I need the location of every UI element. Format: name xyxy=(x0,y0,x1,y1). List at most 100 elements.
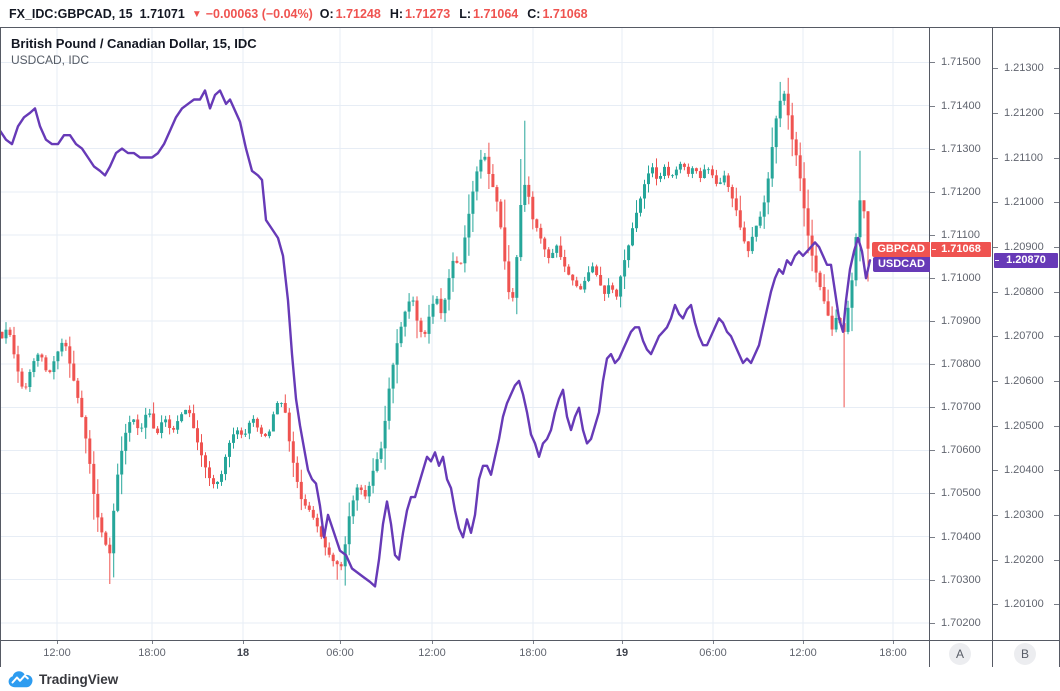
price-tick-label: 1.70500 xyxy=(941,487,981,499)
price-chart-canvas[interactable] xyxy=(0,28,930,640)
price-tick-mark xyxy=(993,292,998,293)
price-tick-label: 1.21200 xyxy=(1004,107,1044,119)
time-tick-label: 12:00 xyxy=(789,647,817,659)
time-tick-label: 18 xyxy=(236,647,250,659)
tradingview-logo-icon xyxy=(8,670,33,687)
symbol-title: FX_IDC:GBPCAD, 15 xyxy=(9,7,133,21)
high-label: H: xyxy=(389,7,404,21)
price-tick-mark xyxy=(993,426,998,427)
time-tick-mark xyxy=(893,640,894,644)
frame-border-left xyxy=(0,27,1,668)
chart-plot-area[interactable] xyxy=(0,28,930,640)
price-tick-mark xyxy=(1054,68,1059,69)
time-tick-mark xyxy=(622,640,623,644)
price-tick-label: 1.71400 xyxy=(941,100,981,112)
time-tick-mark xyxy=(533,640,534,644)
low-label: L: xyxy=(459,7,472,21)
price-tick-mark xyxy=(1054,292,1059,293)
price-tick-mark xyxy=(1054,158,1059,159)
time-tick-label: 18:00 xyxy=(519,647,547,659)
time-tick-label: 19 xyxy=(615,647,629,659)
usdcad-series-tag: USDCAD xyxy=(872,257,930,272)
price-tick-label: 1.20800 xyxy=(1004,286,1044,298)
time-tick-mark xyxy=(152,640,153,644)
price-tick-mark xyxy=(930,580,935,581)
open-value: 1.71248 xyxy=(335,7,381,21)
scale-a-separator[interactable] xyxy=(929,27,930,668)
price-tick-mark xyxy=(1054,426,1059,427)
chip-tick-dash xyxy=(995,260,999,261)
price-tick-mark xyxy=(993,470,998,471)
price-tick-mark xyxy=(1054,560,1059,561)
price-tick-mark xyxy=(993,158,998,159)
price-tick-mark xyxy=(993,381,998,382)
price-tick-label: 1.20600 xyxy=(1004,375,1044,387)
price-tick-mark xyxy=(993,247,998,248)
time-tick-mark xyxy=(340,640,341,644)
time-tick-mark xyxy=(432,640,433,644)
price-tick-label: 1.20700 xyxy=(1004,330,1044,342)
price-change: −0.00063 (−0.04%) xyxy=(205,7,313,21)
price-tick-mark xyxy=(930,407,935,408)
frame-border-top xyxy=(0,27,1060,28)
price-tick-label: 1.70900 xyxy=(941,315,981,327)
chip-tick-dash xyxy=(932,249,936,250)
usdcad-last-price-chip: 1.20870 xyxy=(994,253,1058,268)
low-value: 1.71064 xyxy=(473,7,519,21)
price-tick-mark xyxy=(930,450,935,451)
price-tick-label: 1.21000 xyxy=(1004,196,1044,208)
time-tick-label: 06:00 xyxy=(699,647,727,659)
price-tick-label: 1.71000 xyxy=(941,272,981,284)
price-tick-label: 1.20200 xyxy=(1004,554,1044,566)
price-tick-mark xyxy=(993,113,998,114)
price-tick-label: 1.70800 xyxy=(941,358,981,370)
price-tick-mark xyxy=(930,537,935,538)
time-scale[interactable]: A B 12:00 18:00 18 06:00 12:00 18:00 19 06:00 12… xyxy=(0,640,1060,667)
legend-main-series: British Pound / Canadian Dollar, 15, IDC xyxy=(11,36,257,51)
price-tick-label: 1.70600 xyxy=(941,444,981,456)
price-tick-label: 1.71500 xyxy=(941,56,981,68)
time-tick-label: 06:00 xyxy=(326,647,354,659)
legend-overlay-series: USDCAD, IDC xyxy=(11,53,90,67)
price-scale-gbpcad[interactable]: 1.71500 1.71400 1.71300 1.71200 1.71100 1.710… xyxy=(930,28,993,640)
price-scale-usdcad[interactable]: 1.21300 1.21200 1.21100 1.21000 1.20900 1.208… xyxy=(993,28,1060,640)
price-tick-mark xyxy=(1054,604,1059,605)
time-tick-mark xyxy=(243,640,244,644)
price-tick-mark xyxy=(930,106,935,107)
gbpcad-last-price-chip: 1.71068 xyxy=(931,242,991,257)
last-price: 1.71071 xyxy=(139,7,185,21)
price-tick-mark xyxy=(1054,113,1059,114)
price-tick-mark xyxy=(1054,470,1059,471)
footer-bar: TradingView xyxy=(0,667,1060,691)
symbol-info-bar: FX_IDC:GBPCAD, 15 1.71071 ▼ −0.00063 (−0… xyxy=(0,0,1060,28)
price-tick-mark xyxy=(930,278,935,279)
price-tick-label: 1.70400 xyxy=(941,531,981,543)
price-tick-mark xyxy=(930,192,935,193)
price-tick-mark xyxy=(930,62,935,63)
time-tick-label: 12:00 xyxy=(43,647,71,659)
price-tick-mark xyxy=(993,68,998,69)
price-tick-label: 1.71100 xyxy=(941,229,980,241)
high-value: 1.71273 xyxy=(405,7,451,21)
open-label: O: xyxy=(319,7,334,21)
time-tick-mark xyxy=(803,640,804,644)
price-tick-mark xyxy=(1054,247,1059,248)
price-tick-mark xyxy=(930,364,935,365)
price-tick-mark xyxy=(993,336,998,337)
price-tick-mark xyxy=(930,235,935,236)
frame-border-axis xyxy=(0,640,1060,641)
gbpcad-series-tag: GBPCAD xyxy=(872,242,930,257)
time-tick-label: 12:00 xyxy=(418,647,446,659)
scale-b-separator[interactable] xyxy=(992,27,993,668)
tradingview-link[interactable]: TradingView xyxy=(8,670,119,688)
price-tick-mark xyxy=(930,149,935,150)
price-tick-mark xyxy=(993,560,998,561)
price-tick-mark xyxy=(930,321,935,322)
tradingview-brand-text: TradingView xyxy=(39,671,119,687)
scale-a-button[interactable]: A xyxy=(949,643,971,665)
price-tick-label: 1.70300 xyxy=(941,574,981,586)
scale-b-button[interactable]: B xyxy=(1014,643,1036,665)
price-tick-label: 1.21300 xyxy=(1004,62,1044,74)
price-tick-label: 1.21100 xyxy=(1004,152,1043,164)
